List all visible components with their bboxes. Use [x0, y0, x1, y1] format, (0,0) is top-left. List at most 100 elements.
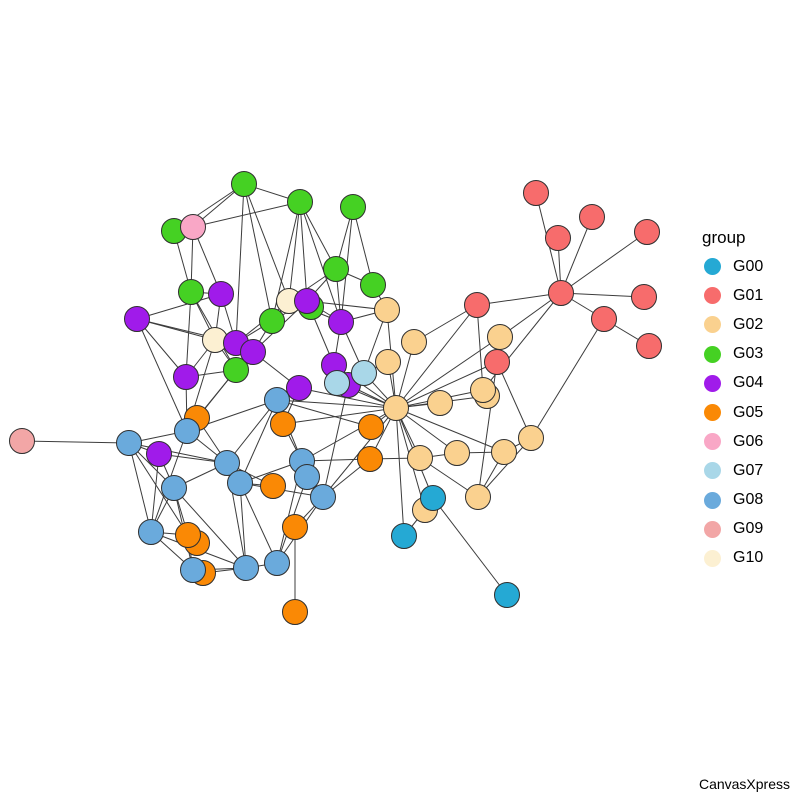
legend-item-G09[interactable]: G09 [700, 515, 800, 544]
node-O6[interactable] [175, 522, 201, 548]
legend-label: G00 [733, 257, 764, 275]
node-R8[interactable] [591, 306, 617, 332]
node-C3[interactable] [487, 324, 513, 350]
node-R4[interactable] [545, 225, 571, 251]
edge-B8-B11 [173, 487, 247, 569]
node-R2[interactable] [579, 204, 605, 230]
legend-item-G08[interactable]: G08 [700, 486, 800, 515]
node-C2[interactable] [401, 329, 427, 355]
node-K1[interactable] [180, 214, 206, 240]
legend-item-G01[interactable]: G01 [700, 281, 800, 310]
node-C13[interactable] [465, 484, 491, 510]
node-C9[interactable] [407, 445, 433, 471]
legend-swatch-G04 [704, 374, 721, 392]
edge-P9-B9 [322, 384, 349, 498]
node-C4[interactable] [375, 349, 401, 375]
node-P10[interactable] [286, 375, 312, 401]
legend-label: G08 [733, 491, 764, 509]
node-P2[interactable] [294, 288, 320, 314]
node-L2[interactable] [351, 360, 377, 386]
node-B3[interactable] [264, 387, 290, 413]
node-C11[interactable] [491, 439, 517, 465]
node-P11[interactable] [146, 441, 172, 467]
legend-title: group [702, 228, 746, 247]
node-B12[interactable] [264, 550, 290, 576]
node-S1[interactable] [9, 428, 35, 454]
legend-item-G02[interactable]: G02 [700, 310, 800, 339]
legend-item-G06[interactable]: G06 [700, 427, 800, 456]
node-B8[interactable] [161, 475, 187, 501]
node-P6[interactable] [240, 339, 266, 365]
node-O5[interactable] [260, 473, 286, 499]
legend-item-G00[interactable]: G00 [700, 252, 800, 281]
node-R9[interactable] [636, 333, 662, 359]
node-B6[interactable] [294, 464, 320, 490]
node-O4[interactable] [357, 446, 383, 472]
legend-item-G10[interactable]: G10 [700, 544, 800, 573]
legend-swatch-G08 [704, 491, 721, 509]
edge-R5-R6 [560, 292, 645, 298]
node-B4[interactable] [214, 450, 240, 476]
legend-label: G01 [733, 286, 764, 304]
node-R1[interactable] [523, 180, 549, 206]
node-Gr8[interactable] [259, 308, 285, 334]
node-P1[interactable] [208, 281, 234, 307]
node-R5[interactable] [548, 280, 574, 306]
node-O2[interactable] [270, 411, 296, 437]
node-C10[interactable] [444, 440, 470, 466]
edge-C5-T2 [395, 407, 405, 537]
node-C6[interactable] [427, 390, 453, 416]
edge-C5-O2 [282, 407, 397, 425]
node-P3[interactable] [124, 306, 150, 332]
edge-B1-S1 [21, 440, 130, 444]
node-O7[interactable] [282, 514, 308, 540]
node-O9[interactable] [282, 599, 308, 625]
node-R3[interactable] [634, 219, 660, 245]
node-Gr6[interactable] [360, 272, 386, 298]
node-Gr1[interactable] [231, 171, 257, 197]
node-O3[interactable] [358, 414, 384, 440]
legend-item-G04[interactable]: G04 [700, 369, 800, 398]
node-R6[interactable] [631, 284, 657, 310]
node-C1[interactable] [374, 297, 400, 323]
node-Gr2[interactable] [287, 189, 313, 215]
node-L1[interactable] [324, 370, 350, 396]
node-B10[interactable] [138, 519, 164, 545]
node-Gr3[interactable] [340, 194, 366, 220]
edge-C5-C11 [395, 407, 505, 453]
node-C5[interactable] [383, 395, 409, 421]
node-R7[interactable] [464, 292, 490, 318]
legend-swatch-G10 [704, 549, 721, 567]
edge-P11-B10 [150, 453, 160, 533]
node-Gr5[interactable] [323, 256, 349, 282]
node-C7[interactable] [470, 377, 496, 403]
node-C12[interactable] [518, 425, 544, 451]
node-B2[interactable] [174, 418, 200, 444]
legend-item-G03[interactable]: G03 [700, 340, 800, 369]
node-Gr9[interactable] [223, 357, 249, 383]
node-Gr7[interactable] [178, 279, 204, 305]
edge-Gr1-P5 [235, 183, 245, 344]
node-R10[interactable] [484, 349, 510, 375]
node-B7[interactable] [227, 470, 253, 496]
node-B1[interactable] [116, 430, 142, 456]
node-B9[interactable] [310, 484, 336, 510]
edge-O3-B3 [276, 399, 372, 428]
legend-label: G09 [733, 520, 764, 538]
edge-B3-B4 [226, 399, 278, 464]
legend-item-G05[interactable]: G05 [700, 398, 800, 427]
node-T1[interactable] [420, 485, 446, 511]
edge-O6-B1 [128, 442, 189, 536]
node-B13[interactable] [180, 557, 206, 583]
legend-item-G07[interactable]: G07 [700, 456, 800, 485]
node-P4[interactable] [328, 309, 354, 335]
node-T3[interactable] [494, 582, 520, 608]
legend-swatch-G00 [704, 258, 721, 276]
node-T2[interactable] [391, 523, 417, 549]
node-P7[interactable] [173, 364, 199, 390]
edge-B7-B11 [239, 482, 247, 569]
edge-R10-C12 [496, 361, 532, 439]
node-B11[interactable] [233, 555, 259, 581]
